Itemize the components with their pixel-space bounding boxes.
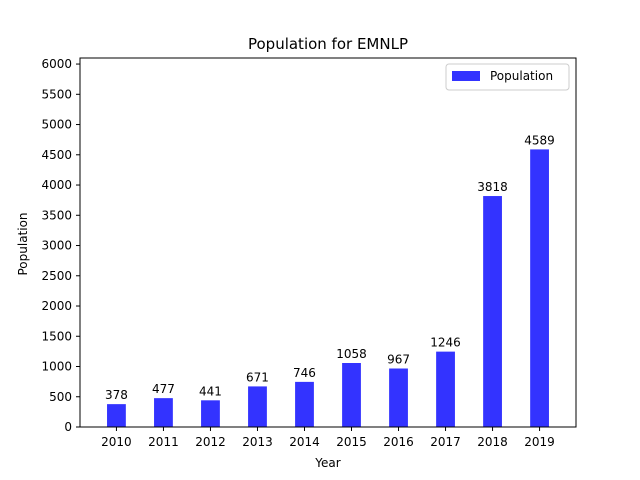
data-label-2012: 441 [199,384,222,398]
x-tick-label-2017: 2017 [430,435,461,449]
legend-label: Population [490,69,553,83]
x-tick-label-2011: 2011 [148,435,179,449]
x-tick-label-2019: 2019 [524,435,555,449]
data-label-2018: 3818 [477,180,508,194]
data-label-2010: 378 [105,388,128,402]
y-tick-label-5000: 5000 [41,118,72,132]
x-tick-label-2012: 2012 [195,435,226,449]
bar-2015 [342,362,361,427]
data-label-2016: 967 [387,353,410,367]
y-tick-label-4500: 4500 [41,148,72,162]
plot-frame [79,57,577,428]
x-axis-label: Year [314,456,340,470]
bar-2013 [248,386,267,427]
y-tick-label-2000: 2000 [41,299,72,313]
y-tick-label-2500: 2500 [41,269,72,283]
x-tick-label-2018: 2018 [477,435,508,449]
legend-swatch [452,71,480,81]
data-label-2011: 477 [152,382,175,396]
data-label-2014: 746 [293,366,316,380]
y-tick-label-3500: 3500 [41,208,72,222]
x-tick-label-2015: 2015 [336,435,367,449]
legend-frame [445,63,570,91]
x-tick-label-2013: 2013 [242,435,273,449]
legend: Population [445,63,570,91]
y-tick-label-5500: 5500 [41,87,72,101]
data-label-2015: 1058 [336,347,367,361]
y-tick-label-4000: 4000 [41,178,72,192]
y-tick-label-1500: 1500 [41,329,72,343]
bar-2010 [107,404,126,427]
y-tick-label-0: 0 [64,420,72,434]
y-tick-label-1000: 1000 [41,360,72,374]
chart-title: Population for EMNLP [248,35,408,53]
data-label-2019: 4589 [524,133,555,147]
y-tick-label-6000: 6000 [41,57,72,71]
x-tick-label-2016: 2016 [383,435,414,449]
data-label-2017: 1246 [430,336,461,350]
y-tick-label-500: 500 [49,390,72,404]
plot-area: 378 2010 477 2011 441 2012 671 2013 746 2014 1058 2… [41,57,577,449]
bar-2019 [530,149,549,427]
bar-2018 [483,196,502,427]
bar-2017 [436,351,455,427]
y-axis-label: Population [16,212,30,275]
x-tick-label-2010: 2010 [101,435,132,449]
data-label-2013: 671 [246,370,269,384]
bar-2012 [201,400,220,427]
bar-2014 [295,381,314,427]
y-tick-label-3000: 3000 [41,239,72,253]
x-tick-label-2014: 2014 [289,435,320,449]
bar-2011 [154,398,173,427]
bar-2016 [389,368,408,427]
